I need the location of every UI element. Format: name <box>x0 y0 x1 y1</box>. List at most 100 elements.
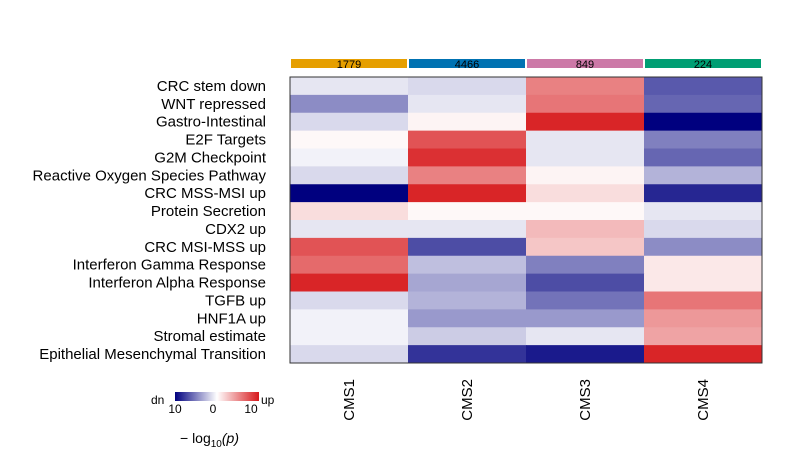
legend-gradient-bar <box>175 392 259 401</box>
row-label: G2M Checkpoint <box>154 149 267 166</box>
heatmap-cells <box>290 77 763 364</box>
heatmap-cell <box>526 237 645 257</box>
count-label-cms4: 224 <box>694 59 712 71</box>
row-label: E2F Targets <box>185 132 266 149</box>
legend-title: − log10(p) <box>180 430 239 450</box>
column-label-cms1: CMS1 <box>341 379 358 421</box>
heatmap-cell <box>290 184 409 203</box>
heatmap-cell <box>526 220 645 239</box>
heatmap-cell <box>644 291 763 310</box>
heatmap-cell <box>290 237 409 257</box>
heatmap-cell <box>408 273 527 292</box>
row-label: CRC MSI-MSS up <box>144 239 266 256</box>
heatmap-cell <box>408 255 527 275</box>
heatmap-cell <box>526 291 645 310</box>
heatmap-cell <box>408 148 527 167</box>
heatmap-cell <box>526 130 645 149</box>
heatmap-cell <box>644 273 763 292</box>
heatmap-cell <box>526 166 645 185</box>
heatmap-cell <box>290 327 409 346</box>
heatmap-cell <box>408 345 527 364</box>
heatmap-cell <box>644 255 763 275</box>
heatmap-cell <box>644 327 763 346</box>
row-label: Interferon Gamma Response <box>73 257 266 274</box>
count-label-cms1: 1779 <box>337 59 361 71</box>
row-label: CDX2 up <box>205 221 266 238</box>
heatmap-cell <box>408 291 527 310</box>
heatmap-cell <box>408 309 527 328</box>
heatmap-cell <box>526 112 645 132</box>
column-annotation-bars: 1779 4466 849 224 <box>291 59 761 71</box>
row-label: CRC MSS-MSI up <box>144 185 266 202</box>
heatmap-cell <box>644 112 763 132</box>
heatmap-frame <box>289 76 763 364</box>
heatmap-cell <box>526 202 645 221</box>
heatmap-cell <box>644 130 763 149</box>
heatmap-cell <box>290 112 409 132</box>
heatmap-cell <box>526 94 645 114</box>
row-label: Reactive Oxygen Species Pathway <box>33 167 267 184</box>
row-label: Epithelial Mesenchymal Transition <box>39 346 266 363</box>
column-labels: CMS1 CMS2 CMS3 CMS4 <box>341 379 712 421</box>
row-label: Gastro-Intestinal <box>156 114 266 131</box>
heatmap-cell <box>526 77 645 96</box>
heatmap-cell <box>290 148 409 167</box>
count-label-cms2: 4466 <box>455 59 479 71</box>
column-label-cms4: CMS4 <box>695 379 712 421</box>
heatmap-cell <box>526 327 645 346</box>
heatmap-cell <box>644 184 763 203</box>
heatmap-cell <box>408 166 527 185</box>
heatmap-cell <box>526 148 645 167</box>
heatmap-cell <box>408 327 527 346</box>
heatmap-cell <box>526 184 645 203</box>
row-label: Protein Secretion <box>151 203 266 220</box>
heatmap-cell <box>408 130 527 149</box>
legend-title-arg: (p) <box>222 430 239 446</box>
heatmap-cell <box>526 255 645 275</box>
row-label: TGFB up <box>205 292 266 309</box>
heatmap-cell <box>408 77 527 96</box>
heatmap-cell <box>644 309 763 328</box>
column-label-cms2: CMS2 <box>459 379 476 421</box>
annotation-bar-cms3 <box>527 59 643 68</box>
heatmap-cell <box>290 345 409 364</box>
legend-tick-left: 10 <box>168 402 182 416</box>
heatmap-cell <box>408 112 527 132</box>
count-label-cms3: 849 <box>576 59 594 71</box>
heatmap-cell <box>290 77 409 96</box>
heatmap-cell <box>290 273 409 292</box>
heatmap-cell <box>408 237 527 257</box>
heatmap-cell <box>290 166 409 185</box>
column-label-cms3: CMS3 <box>577 379 594 421</box>
heatmap-cell <box>290 94 409 114</box>
heatmap-cell <box>644 77 763 96</box>
heatmap-cell <box>644 345 763 364</box>
annotation-bar-cms4 <box>645 59 761 68</box>
legend-up-label: up <box>261 393 275 407</box>
heatmap-cell <box>290 255 409 275</box>
legend-title-main: − log <box>180 430 211 446</box>
legend-tick-mid: 0 <box>210 402 217 416</box>
heatmap-cell <box>644 148 763 167</box>
heatmap-cell <box>644 220 763 239</box>
heatmap-cell <box>526 273 645 292</box>
heatmap-cell <box>290 309 409 328</box>
heatmap-cell <box>408 220 527 239</box>
row-label: WNT repressed <box>161 96 266 113</box>
annotation-bar-cms2 <box>409 59 525 68</box>
annotation-bar-cms1 <box>291 59 407 68</box>
legend-title-subscript: 10 <box>211 439 223 450</box>
heatmap-cell <box>644 94 763 114</box>
legend-tick-right: 10 <box>244 402 258 416</box>
heatmap-cell <box>290 291 409 310</box>
heatmap-cell <box>644 202 763 221</box>
legend-dn-label: dn <box>151 393 164 407</box>
row-label: Stromal estimate <box>153 328 266 345</box>
heatmap-cell <box>290 220 409 239</box>
color-legend: dn up 10 0 10 − log10(p) <box>151 392 275 450</box>
row-label: Interferon Alpha Response <box>88 275 266 292</box>
heatmap-cell <box>408 184 527 203</box>
row-label: HNF1A up <box>197 310 266 327</box>
